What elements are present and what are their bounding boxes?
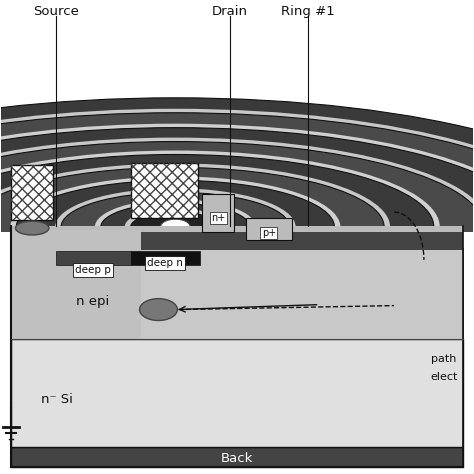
Text: n+: n+ [211, 213, 225, 223]
Ellipse shape [0, 109, 474, 346]
Bar [11, 232, 463, 250]
Bar [56, 251, 131, 265]
Bar [11, 165, 53, 220]
Text: Drain: Drain [212, 5, 248, 18]
Ellipse shape [0, 98, 474, 356]
Bar [11, 248, 463, 339]
Bar [11, 248, 81, 339]
Text: deep p: deep p [75, 265, 111, 275]
Bar [246, 218, 292, 240]
Bar [11, 232, 463, 250]
Ellipse shape [16, 180, 335, 274]
Bar [202, 194, 234, 232]
Text: elect: elect [431, 372, 458, 382]
Ellipse shape [10, 176, 340, 278]
Bar [11, 248, 463, 339]
Ellipse shape [101, 203, 250, 251]
Ellipse shape [0, 164, 390, 291]
Ellipse shape [95, 199, 256, 255]
Ellipse shape [61, 192, 290, 262]
Ellipse shape [139, 299, 177, 320]
Ellipse shape [0, 128, 474, 327]
Bar [11, 447, 463, 466]
Bar [11, 165, 53, 220]
Text: n⁻ Si: n⁻ Si [41, 392, 73, 406]
Text: Source: Source [33, 5, 79, 18]
Bar [131, 248, 463, 339]
Bar [11, 226, 463, 232]
Ellipse shape [0, 167, 384, 287]
Ellipse shape [161, 219, 190, 235]
Text: Back: Back [221, 452, 253, 465]
Text: n epi: n epi [76, 295, 109, 308]
Text: p+: p+ [262, 228, 276, 238]
Ellipse shape [55, 188, 296, 266]
Text: path: path [431, 354, 456, 365]
Bar [11, 248, 71, 339]
Ellipse shape [0, 155, 434, 300]
Ellipse shape [0, 137, 474, 317]
Ellipse shape [0, 113, 474, 341]
Ellipse shape [0, 151, 440, 304]
Bar [11, 230, 141, 339]
Bar [131, 251, 200, 265]
Ellipse shape [0, 142, 474, 312]
Text: deep n: deep n [147, 258, 183, 268]
Bar [11, 224, 463, 232]
Bar [131, 164, 198, 218]
Bar [11, 339, 463, 447]
Ellipse shape [125, 208, 226, 246]
Ellipse shape [0, 124, 474, 330]
Bar [131, 164, 198, 218]
Ellipse shape [16, 221, 49, 235]
Bar [11, 447, 463, 466]
Bar [1, 232, 473, 473]
Bar [11, 339, 463, 447]
Text: Ring #1: Ring #1 [281, 5, 335, 18]
Ellipse shape [131, 212, 220, 242]
